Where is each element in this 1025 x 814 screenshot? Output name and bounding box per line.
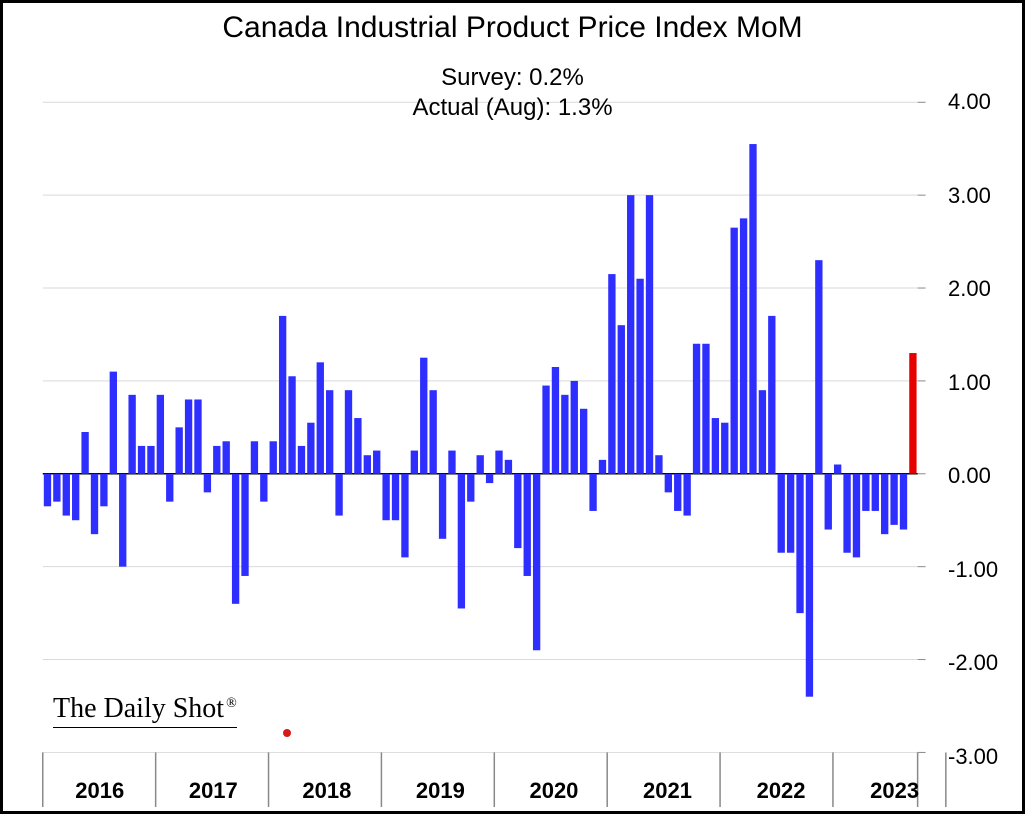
chart-frame: Canada Industrial Product Price Index Mo… [0,0,1025,814]
x-year-label: 2022 [757,778,806,804]
actual-line: Actual (Aug): 1.3% [3,93,1022,123]
x-year-label: 2021 [643,778,692,804]
survey-line: Survey: 0.2% [3,63,1022,93]
y-tick-label: 3.00 [948,183,991,209]
attribution-red-dot-icon [283,729,291,737]
y-tick-label: -2.00 [948,650,998,676]
registered-icon: ® [226,696,237,711]
x-year-label: 2020 [529,778,578,804]
x-year-label: 2019 [416,778,465,804]
x-year-label: 2017 [189,778,238,804]
chart-title: Canada Industrial Product Price Index Mo… [3,11,1022,45]
x-year-label: 2023 [870,778,919,804]
y-tick-label: 4.00 [948,89,991,115]
attribution-text: The Daily Shot [53,693,224,724]
x-year-label: 2016 [75,778,124,804]
chart-subtitle: Survey: 0.2% Actual (Aug): 1.3% [3,63,1022,123]
x-year-label: 2018 [302,778,351,804]
y-tick-label: 2.00 [948,276,991,302]
y-tick-label: 1.00 [948,370,991,396]
attribution: The Daily Shot® [53,693,237,728]
y-tick-label: 0.00 [948,463,991,489]
y-tick-label: -1.00 [948,557,998,583]
y-tick-label: -3.00 [948,744,998,770]
chart-canvas [3,3,1022,811]
